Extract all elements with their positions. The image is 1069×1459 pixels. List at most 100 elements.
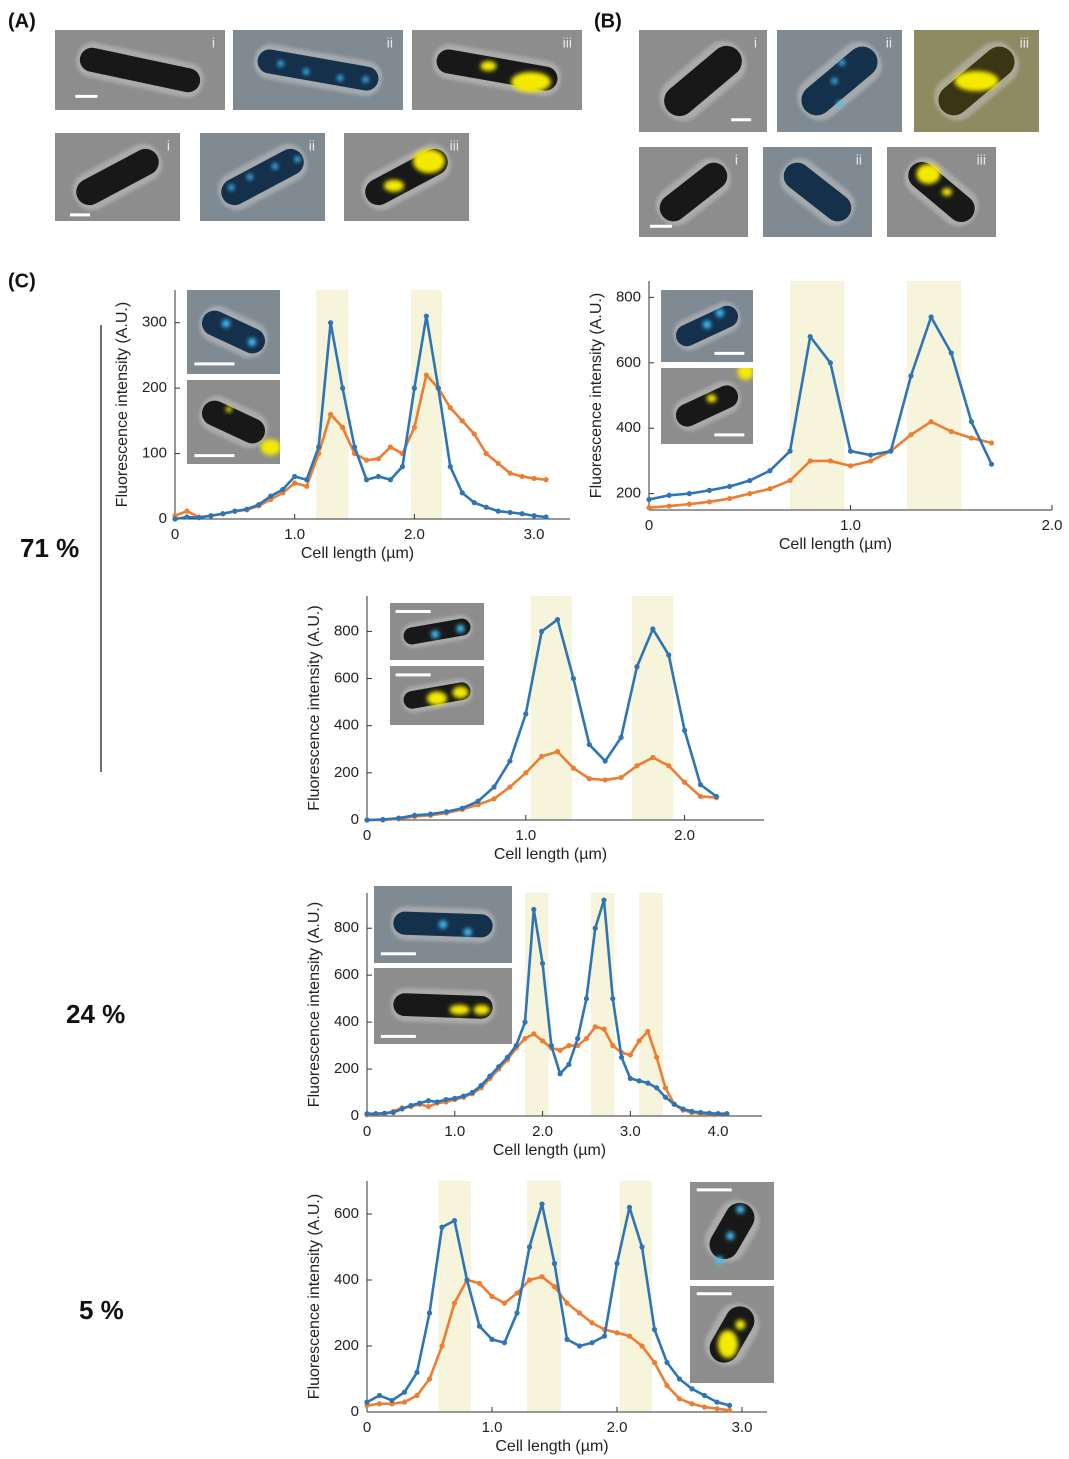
data-point [504, 1054, 511, 1060]
data-point [566, 1061, 572, 1067]
y-tick-label: 400 [334, 717, 359, 734]
data-point [531, 1031, 537, 1037]
data-point [531, 906, 537, 913]
data-point [478, 1082, 484, 1089]
data-point [399, 1106, 405, 1112]
micrograph [55, 133, 180, 221]
data-point [666, 503, 672, 509]
data-point [570, 765, 577, 771]
fluorescent-spot [225, 406, 232, 413]
data-point [583, 1035, 590, 1042]
data-point [601, 1333, 608, 1339]
micrograph [187, 380, 280, 464]
data-point [459, 490, 465, 496]
fluorescent-spot [463, 928, 472, 937]
micrograph [187, 290, 280, 374]
data-point [425, 1104, 432, 1110]
image-label: ii [309, 138, 315, 154]
data-point [807, 334, 813, 340]
x-tick-label: 1.0 [444, 1123, 465, 1140]
x-tick-label: 2.0 [404, 526, 425, 543]
y-tick-label: 600 [334, 669, 359, 686]
data-point [626, 1204, 633, 1210]
data-point [654, 1054, 660, 1060]
y-tick-label: 800 [616, 288, 641, 305]
data-point [426, 1310, 433, 1316]
x-tick-label: 2.0 [674, 827, 695, 844]
data-point [451, 1300, 458, 1306]
micrograph [690, 1182, 774, 1280]
data-point [618, 1054, 625, 1060]
data-point [570, 675, 577, 682]
line-chart: 0 200 400 600 0 1.0 2.0 3.0 Cell length (µm) Fluo… [306, 1181, 767, 1455]
data-point [425, 1098, 432, 1104]
data-point [666, 652, 672, 658]
fluorescent-spot [362, 76, 369, 83]
data-point [387, 477, 394, 483]
image-label: ii [856, 152, 862, 168]
line-chart: 200 400 600 800 0 1.0 2.0 Cell length (µm) Fluor… [588, 281, 1062, 553]
data-point [634, 664, 640, 670]
data-point [196, 515, 202, 521]
panel-label: (A) [8, 10, 36, 32]
data-point [304, 483, 310, 489]
cell [659, 162, 728, 222]
y-tick-label: 200 [616, 485, 641, 502]
data-point [618, 734, 624, 741]
data-point [602, 758, 608, 764]
data-point [381, 1110, 388, 1116]
image-label: i [754, 35, 757, 51]
data-point [988, 440, 995, 446]
data-point [387, 444, 394, 450]
fluorescent-spot [456, 624, 465, 633]
data-point [727, 483, 733, 490]
data-point [487, 1073, 493, 1079]
percentage: 5 % [79, 1295, 124, 1325]
y-tick-label: 0 [351, 1403, 359, 1420]
data-point [443, 1096, 449, 1103]
data-point [417, 1100, 423, 1106]
data-point [483, 504, 489, 510]
y-tick-label: 300 [142, 314, 167, 331]
data-point [184, 508, 190, 514]
data-point [523, 770, 529, 776]
data-point [701, 1392, 708, 1399]
data-point [543, 514, 549, 520]
image-label: i [735, 152, 738, 168]
data-point [376, 1392, 383, 1399]
data-point [697, 793, 704, 800]
fluorescent-spot [715, 1256, 724, 1265]
data-point [434, 1099, 440, 1105]
x-tick-label: 1.0 [840, 517, 861, 534]
data-point [339, 385, 346, 391]
data-point [364, 1111, 370, 1117]
fluorescent-spot [511, 72, 551, 92]
data-point [589, 1320, 595, 1326]
fluorescent-spot [248, 338, 257, 347]
data-point [408, 1102, 414, 1109]
data-point [686, 501, 692, 507]
micrograph [412, 30, 582, 110]
data-point [888, 448, 894, 454]
fluorescent-spot [222, 319, 231, 328]
data-point [787, 477, 793, 484]
x-tick-label: 1.0 [482, 1419, 503, 1436]
y-tick-label: 800 [334, 622, 359, 639]
data-point [697, 1109, 704, 1116]
data-point [827, 360, 833, 366]
data-point [686, 491, 692, 497]
data-point [662, 1085, 669, 1091]
data-point [439, 1224, 445, 1230]
data-point [531, 475, 537, 482]
data-point [554, 616, 561, 623]
data-point [564, 1336, 570, 1342]
highlight-band [632, 596, 674, 820]
fluorescent-spot [836, 100, 843, 107]
x-axis-label: Cell length (µm) [779, 536, 892, 553]
x-tick-label: 0 [171, 526, 179, 543]
data-point [539, 628, 545, 634]
data-point [554, 749, 561, 755]
data-point [666, 763, 672, 769]
data-point [363, 477, 370, 483]
data-point [423, 372, 429, 378]
